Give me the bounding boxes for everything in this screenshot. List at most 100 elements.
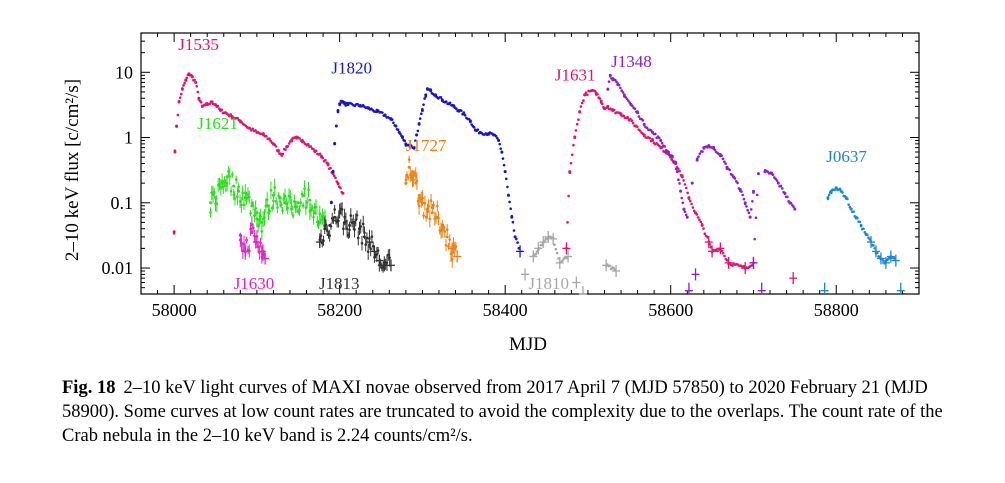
data-point (362, 235, 366, 239)
data-point (407, 143, 410, 147)
data-point (457, 108, 461, 112)
data-point (478, 130, 482, 134)
data-point (440, 98, 444, 102)
data-point (261, 133, 265, 137)
data-point (775, 179, 779, 182)
label-j0637: J0637 (826, 147, 867, 166)
data-point (683, 210, 687, 214)
data-point (598, 97, 602, 100)
data-point (266, 204, 270, 208)
data-point (751, 189, 755, 193)
data-point (353, 220, 357, 224)
data-point (476, 128, 480, 131)
data-point (225, 175, 229, 179)
data-point (340, 99, 344, 103)
data-point (701, 150, 704, 153)
data-point (622, 114, 625, 118)
data-point (779, 184, 783, 188)
data-point (515, 237, 518, 241)
x-tick-label: 58400 (483, 300, 528, 320)
data-point (513, 235, 517, 239)
data-point (318, 152, 322, 156)
data-point (329, 201, 333, 205)
data-point (429, 89, 433, 93)
data-point (375, 110, 379, 114)
data-point (199, 101, 203, 104)
series-j0637 (820, 186, 905, 294)
data-point (210, 100, 214, 104)
data-point (196, 90, 200, 94)
data-point (728, 168, 731, 172)
data-point (698, 218, 701, 222)
data-point (534, 252, 538, 256)
data-point (338, 102, 342, 106)
data-point (255, 130, 259, 134)
data-point (237, 189, 241, 193)
data-point (494, 134, 498, 138)
data-point (690, 181, 694, 185)
data-point (554, 247, 558, 251)
y-tick-label: 0.1 (111, 193, 134, 213)
data-point (492, 133, 496, 137)
data-point (346, 103, 350, 107)
data-point (331, 170, 335, 174)
data-point (417, 122, 421, 126)
data-point (280, 152, 284, 156)
data-point (682, 207, 686, 211)
data-point (397, 130, 401, 134)
data-point (788, 201, 792, 205)
data-point (754, 216, 758, 220)
data-point (510, 215, 514, 219)
data-point (455, 107, 458, 111)
data-point (418, 117, 422, 120)
data-point (511, 220, 515, 224)
data-point (575, 122, 579, 126)
data-point (858, 220, 862, 224)
data-point (716, 249, 719, 253)
data-point (738, 187, 742, 191)
data-point (430, 211, 434, 215)
data-point (616, 82, 620, 86)
data-point (512, 229, 516, 232)
data-point (460, 109, 463, 112)
data-point (723, 160, 726, 163)
data-point (313, 149, 317, 153)
data-point (425, 87, 429, 91)
data-point (251, 127, 255, 131)
data-point (179, 92, 183, 96)
data-point (290, 207, 294, 211)
series-j1535 (172, 72, 345, 235)
data-point (636, 111, 640, 115)
data-point (589, 89, 593, 93)
data-point (208, 102, 211, 106)
data-point (582, 99, 585, 102)
data-point (473, 128, 477, 132)
data-point (745, 205, 748, 208)
data-point (216, 104, 220, 108)
data-point (343, 102, 347, 106)
data-point (422, 103, 425, 106)
series-j1813 (315, 202, 395, 273)
data-point (389, 117, 393, 121)
data-point (193, 78, 196, 82)
data-point (674, 167, 678, 171)
data-point (223, 111, 227, 115)
data-point (420, 112, 423, 115)
data-point (565, 256, 568, 260)
data-point (611, 77, 615, 81)
data-point (236, 116, 239, 120)
data-point (175, 124, 179, 128)
data-point (348, 223, 352, 227)
data-point (641, 119, 645, 122)
data-point (678, 182, 681, 185)
data-point (499, 147, 503, 150)
data-point (690, 202, 693, 206)
data-point (862, 227, 865, 231)
data-point (687, 196, 691, 200)
data-point (691, 206, 695, 209)
data-point (683, 183, 687, 186)
x-tick-label: 58800 (814, 300, 859, 320)
data-point (172, 230, 176, 234)
series-j1621 (209, 166, 328, 240)
data-point (645, 126, 649, 130)
